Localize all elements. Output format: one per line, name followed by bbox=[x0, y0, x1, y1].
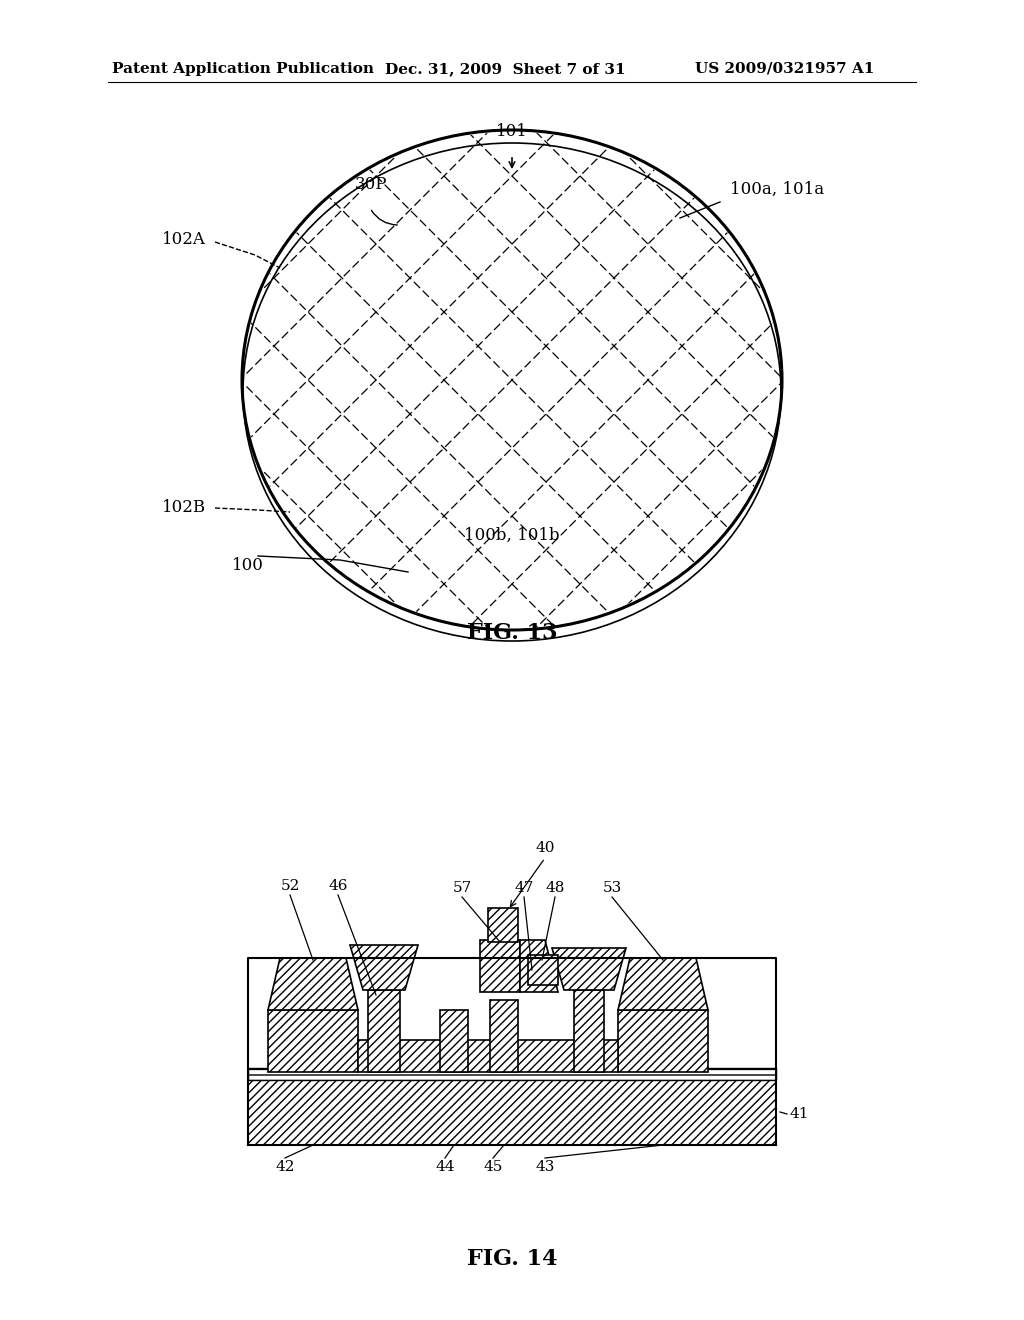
Text: 47: 47 bbox=[514, 880, 534, 895]
Bar bbox=[248, 1068, 776, 1080]
Text: Patent Application Publication: Patent Application Publication bbox=[112, 62, 374, 77]
Text: FIG. 13: FIG. 13 bbox=[467, 622, 557, 644]
Bar bbox=[358, 1040, 618, 1072]
Text: 100: 100 bbox=[232, 557, 264, 574]
Text: Dec. 31, 2009  Sheet 7 of 31: Dec. 31, 2009 Sheet 7 of 31 bbox=[385, 62, 626, 77]
Text: 41: 41 bbox=[790, 1107, 810, 1121]
Text: 102A: 102A bbox=[162, 231, 206, 248]
Bar bbox=[574, 990, 604, 1072]
Text: 52: 52 bbox=[281, 879, 300, 894]
Text: 40: 40 bbox=[536, 841, 555, 855]
Text: 102B: 102B bbox=[162, 499, 206, 516]
Polygon shape bbox=[618, 958, 708, 1010]
Ellipse shape bbox=[242, 129, 782, 630]
Polygon shape bbox=[552, 948, 626, 990]
Text: 30P: 30P bbox=[355, 176, 387, 193]
Text: 101: 101 bbox=[496, 123, 528, 140]
Bar bbox=[248, 1080, 776, 1144]
Polygon shape bbox=[520, 940, 558, 993]
Text: 57: 57 bbox=[453, 880, 472, 895]
Text: 46: 46 bbox=[329, 879, 348, 894]
Polygon shape bbox=[268, 958, 358, 1010]
Bar bbox=[440, 1010, 468, 1072]
Text: FIG. 14: FIG. 14 bbox=[467, 1247, 557, 1270]
Bar bbox=[528, 954, 558, 985]
Bar bbox=[488, 908, 518, 942]
Text: 44: 44 bbox=[435, 1160, 455, 1173]
Bar bbox=[480, 940, 520, 993]
Text: 100b, 101b: 100b, 101b bbox=[464, 527, 560, 544]
Text: 100a, 101a: 100a, 101a bbox=[730, 181, 824, 198]
Bar bbox=[490, 1001, 518, 1072]
Text: 53: 53 bbox=[602, 880, 622, 895]
Polygon shape bbox=[350, 945, 418, 990]
Bar bbox=[368, 990, 400, 1072]
Bar bbox=[618, 1010, 708, 1072]
Text: 42: 42 bbox=[275, 1160, 295, 1173]
Text: 48: 48 bbox=[546, 880, 564, 895]
Text: 43: 43 bbox=[536, 1160, 555, 1173]
Text: 45: 45 bbox=[483, 1160, 503, 1173]
Text: US 2009/0321957 A1: US 2009/0321957 A1 bbox=[695, 62, 874, 77]
Bar bbox=[268, 1010, 358, 1072]
